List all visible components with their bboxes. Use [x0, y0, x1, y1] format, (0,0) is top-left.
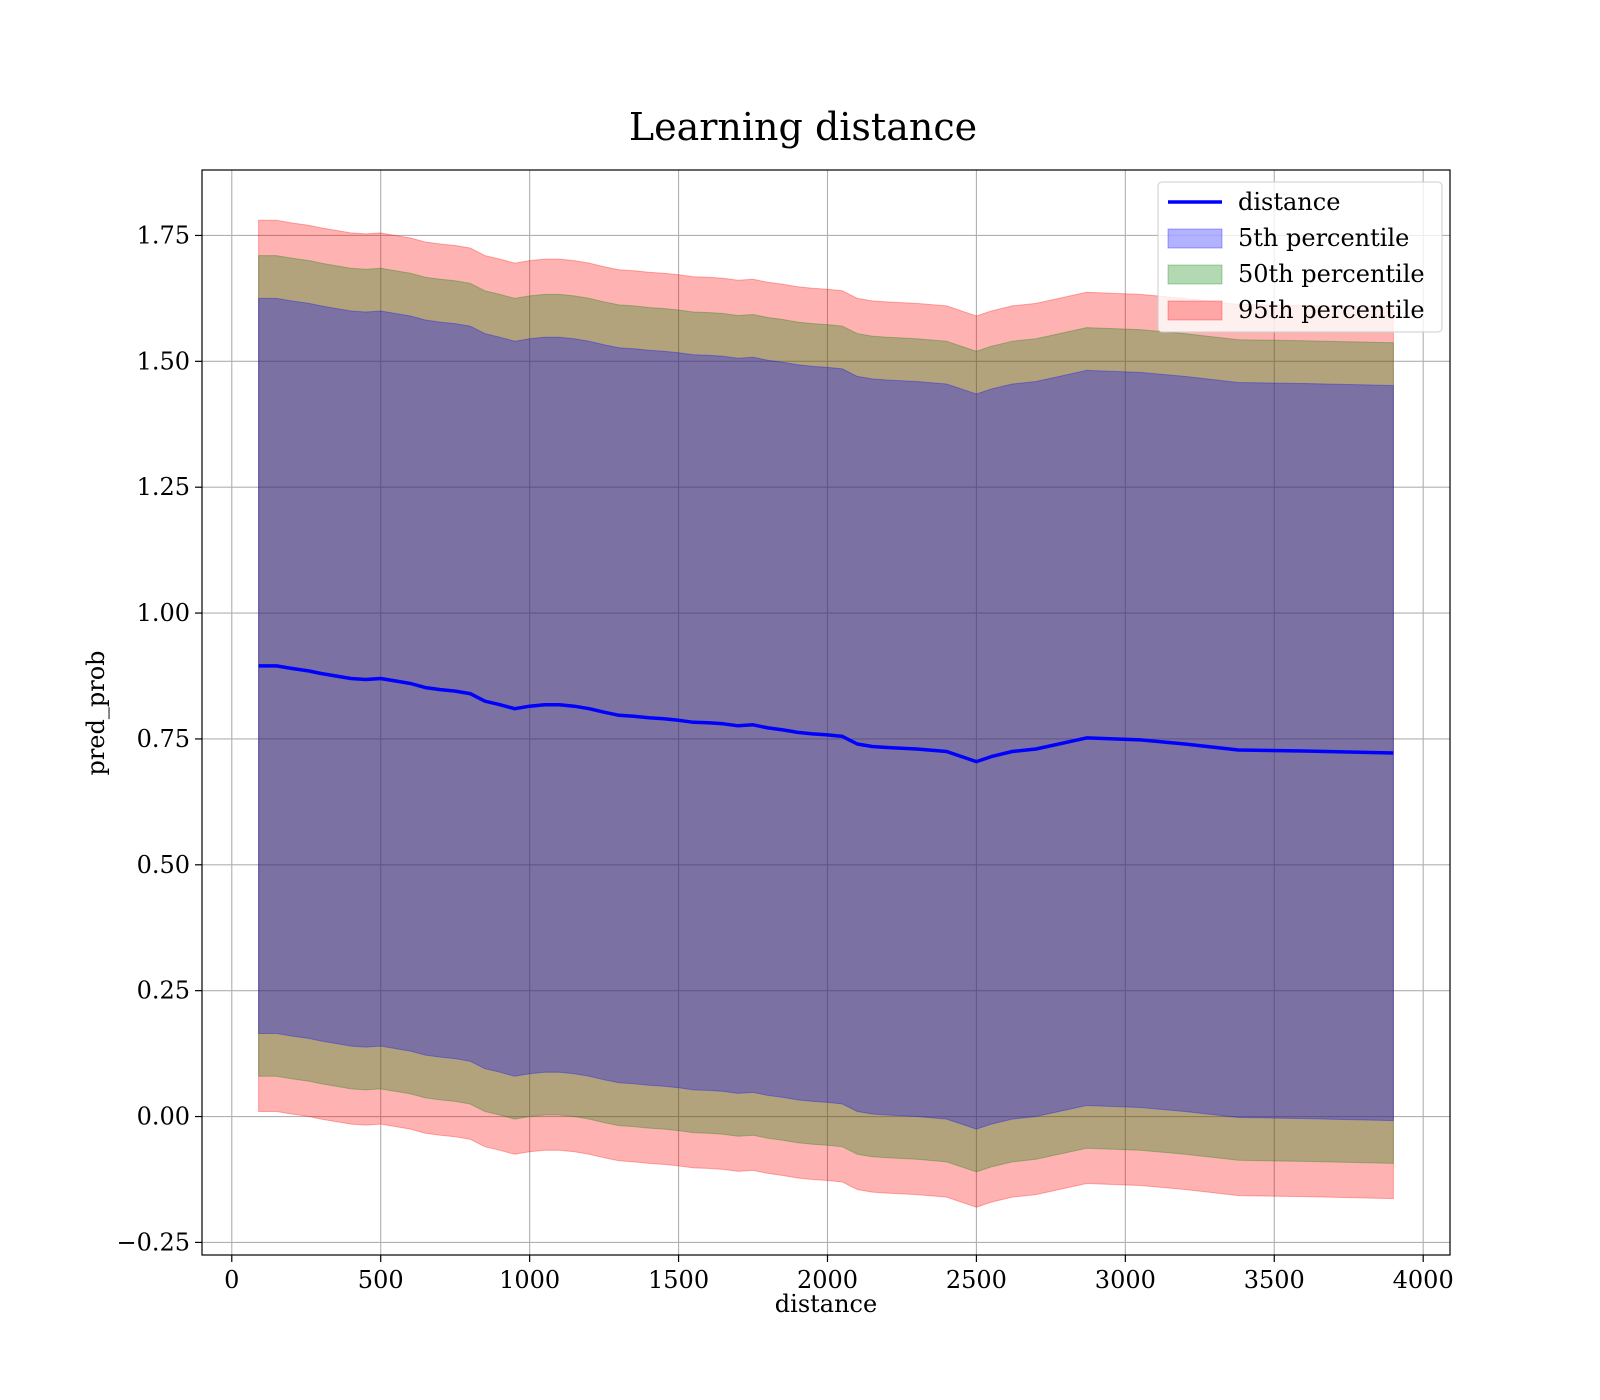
- x-tick-label: 0: [224, 1266, 239, 1294]
- x-axis-label: distance: [775, 1290, 877, 1318]
- x-tick-label: 4000: [1393, 1266, 1454, 1294]
- legend-label-95th-percentile: 95th percentile: [1238, 296, 1425, 324]
- y-tick-label: 1.50: [137, 347, 190, 375]
- series-lines: [258, 664, 1394, 764]
- y-tick-label: 0.75: [137, 725, 190, 753]
- x-axis-ticks: 0 500 1000 1500 2000 2500 3000 3500 4000: [224, 1255, 1454, 1294]
- legend-box: [1157, 181, 1443, 333]
- y-tick-label: 0.00: [137, 1103, 190, 1131]
- band-50th-percentile: [258, 255, 1394, 1173]
- legend-swatch-5th-percentile: [1167, 228, 1223, 249]
- y-tick-label: 0.25: [137, 977, 190, 1005]
- grid: [202, 170, 1450, 1255]
- legend-label-50th-percentile: 50th percentile: [1238, 260, 1425, 288]
- plot-area: [202, 170, 1450, 1255]
- percentile-bands: [258, 219, 1394, 1208]
- x-tick-label: 3500: [1244, 1266, 1305, 1294]
- chart-title: Learning distance: [629, 105, 977, 149]
- y-tick-label: −0.25: [116, 1228, 190, 1256]
- x-tick-label: 2000: [797, 1266, 858, 1294]
- plot-frame: [201, 169, 1451, 1256]
- y-tick-label: 1.00: [137, 599, 190, 627]
- x-tick-label: 3000: [1095, 1266, 1156, 1294]
- y-tick-label: 1.25: [137, 473, 190, 501]
- band-5th-percentile: [258, 297, 1394, 1130]
- x-tick-label: 2500: [946, 1266, 1007, 1294]
- legend-swatch-50th-percentile: [1167, 264, 1223, 285]
- series-line-distance: [258, 664, 1394, 764]
- x-tick-label: 1000: [499, 1266, 560, 1294]
- y-tick-label: 0.50: [137, 851, 190, 879]
- legend-swatch-95th-percentile: [1167, 300, 1223, 321]
- legend-label-5th-percentile: 5th percentile: [1238, 224, 1409, 252]
- legend-label-distance: distance: [1238, 188, 1340, 216]
- x-tick-label: 500: [358, 1266, 404, 1294]
- y-axis-label: pred_prob: [82, 650, 110, 775]
- y-axis-ticks: −0.25 0.00 0.25 0.50 0.75 1.00 1.25 1.50 1.75: [116, 221, 202, 1256]
- band-95th-percentile: [258, 219, 1394, 1208]
- x-tick-label: 1500: [648, 1266, 709, 1294]
- legend: distance 5th percentile 50th percentile 95t…: [1157, 181, 1443, 333]
- y-tick-label: 1.75: [137, 221, 190, 249]
